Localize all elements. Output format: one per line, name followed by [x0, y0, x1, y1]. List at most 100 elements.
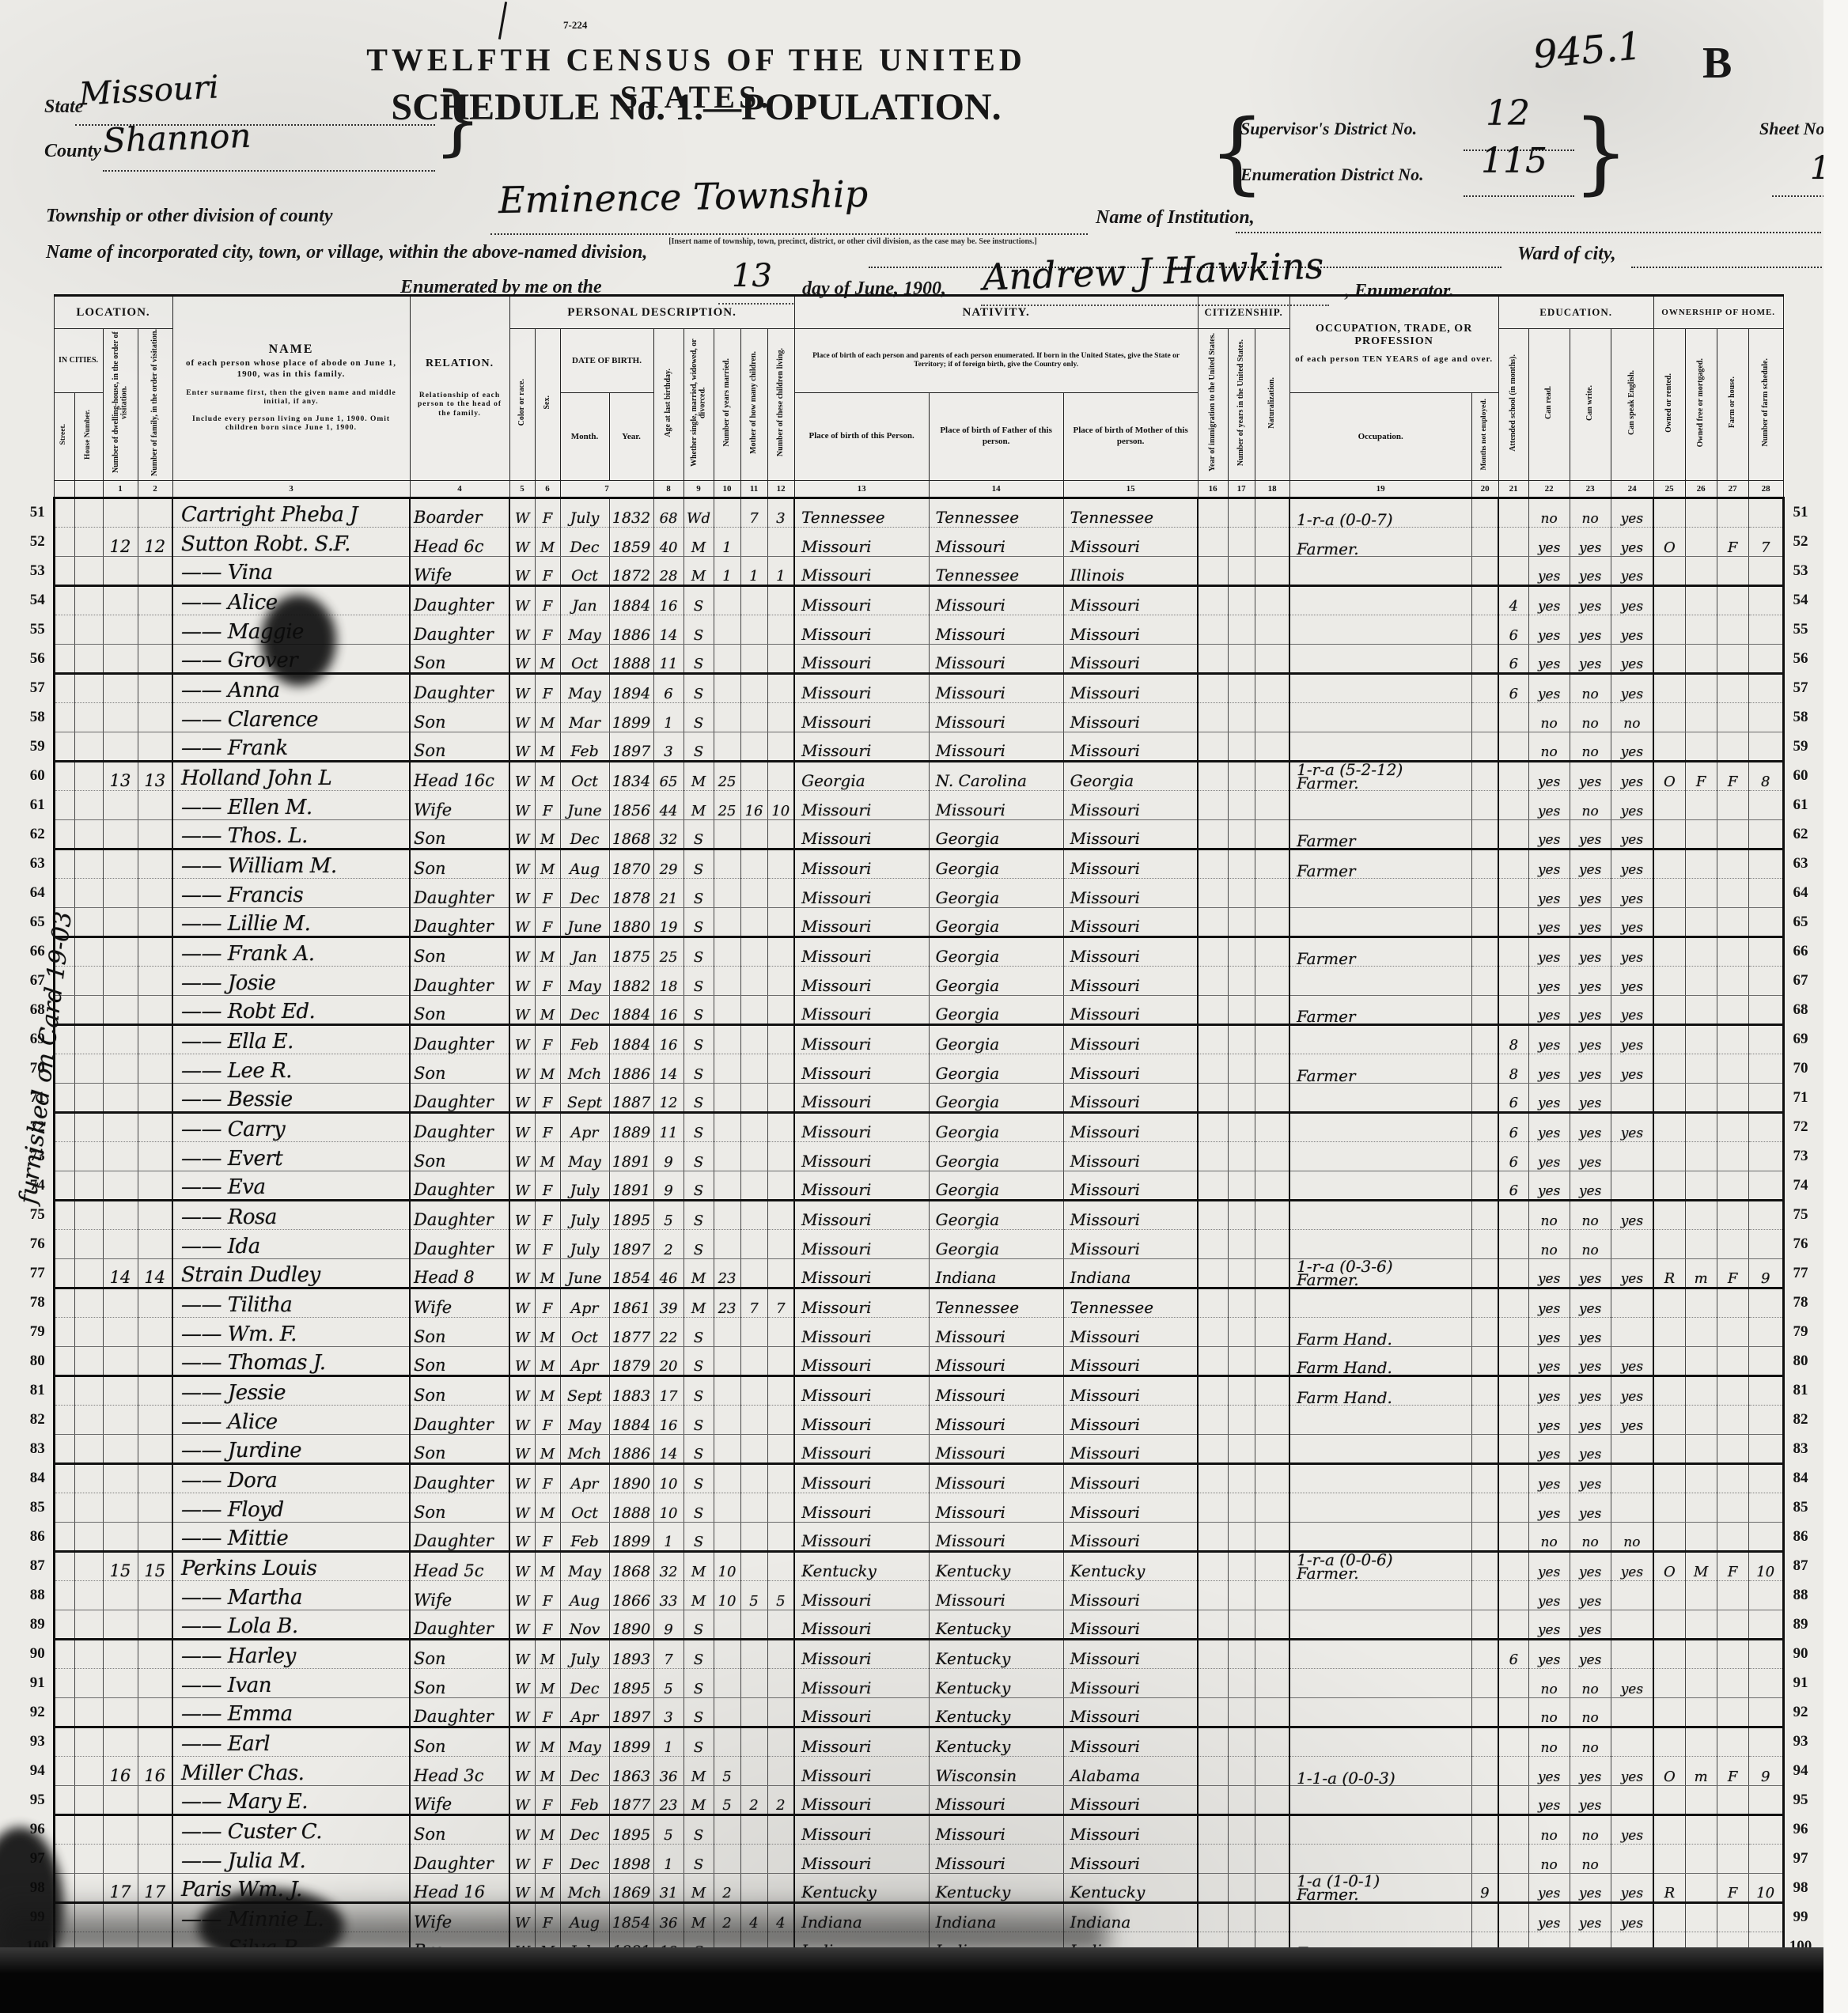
- cell-marital-status: M: [683, 1580, 714, 1610]
- cell-can-read: yes: [1528, 1258, 1570, 1289]
- cell-father-birthplace: Missouri: [928, 673, 1064, 703]
- cell-farm-or-house: F: [1716, 1258, 1749, 1289]
- cell-can-read: yes: [1528, 1083, 1570, 1114]
- cell-can-read: yes: [1528, 819, 1570, 850]
- cell-family-number: 15: [137, 1551, 173, 1581]
- line-number: 99: [1793, 1909, 1808, 1925]
- can-speak-english-header: Can speak English.: [1610, 328, 1654, 481]
- cell-sex: F: [534, 1024, 561, 1054]
- cell-owned-free-mortgaged: [1684, 790, 1717, 820]
- cell-naturalization: [1254, 1493, 1290, 1523]
- cell-occupation: [1289, 1141, 1472, 1171]
- cell-attended-school: [1498, 1551, 1529, 1581]
- cell-owned-free-mortgaged: [1684, 1668, 1717, 1698]
- cell-marital-status: S: [683, 1668, 714, 1698]
- col-no: 21: [1498, 480, 1529, 499]
- cell-father-birthplace: Missouri: [928, 790, 1064, 820]
- cell-can-speak-english: yes: [1610, 1405, 1654, 1435]
- cell-street: [52, 585, 74, 615]
- cell-color-race: W: [509, 1580, 536, 1610]
- cell-street: [52, 556, 74, 587]
- cell-color-race: W: [509, 1551, 536, 1581]
- line-number: 51: [1793, 504, 1808, 520]
- street-header: Street.: [53, 392, 75, 482]
- years-married-header: Number of years married.: [713, 328, 741, 481]
- cell-relation: Daughter: [409, 673, 510, 703]
- cell-owned-free-mortgaged: [1684, 732, 1717, 762]
- cell-sex: F: [534, 556, 561, 587]
- cell-children-living: [767, 936, 795, 967]
- cell-mother-birthplace: Kentucky: [1062, 1551, 1199, 1581]
- cell-age: 17: [653, 1375, 684, 1406]
- cell-immigration-year: [1197, 1551, 1229, 1581]
- cell-attended-school: [1498, 1814, 1529, 1845]
- cell-relation: Head 3c: [409, 1756, 510, 1786]
- cell-age: 32: [653, 1551, 684, 1581]
- cell-mother-of-children: [740, 1054, 768, 1084]
- cell-immigration-year: [1197, 1522, 1229, 1553]
- cell-color-race: W: [509, 1171, 536, 1201]
- color-race-header: Color or race.: [509, 328, 536, 481]
- cell-naturalization: [1254, 1756, 1290, 1786]
- table-row: 71 —— Bessie Daughter W F Sept 1887 12 S Missouri…: [22, 1083, 1816, 1114]
- cell-years-married: [713, 1463, 741, 1493]
- cell-years-in-us: [1227, 1610, 1255, 1640]
- cell-naturalization: [1254, 702, 1290, 732]
- cell-owned-rented: O: [1653, 1756, 1686, 1786]
- cell-mother-birthplace: Missouri: [1062, 732, 1199, 762]
- cell-months-not-employed: [1471, 673, 1499, 703]
- line-number: 76: [29, 1235, 45, 1252]
- cell-color-race: W: [509, 1141, 536, 1171]
- line-number: 95: [29, 1792, 45, 1808]
- name-title: NAME: [268, 342, 314, 357]
- cell-farm-or-house: [1716, 1580, 1749, 1610]
- cell-years-married: [713, 995, 741, 1026]
- cell-mother-birthplace: Missouri: [1062, 1112, 1199, 1142]
- cell-farm-schedule-number: [1748, 1668, 1785, 1698]
- cell-months-not-employed: [1471, 936, 1499, 967]
- cell-naturalization: [1254, 1814, 1290, 1845]
- cell-children-living: [767, 1697, 795, 1728]
- cell-years-in-us: [1227, 1229, 1255, 1259]
- col-no: 24: [1610, 480, 1654, 499]
- cell-naturalization: [1254, 673, 1290, 703]
- cell-father-birthplace: Wisconsin: [928, 1756, 1064, 1786]
- cell-attended-school: [1498, 1785, 1529, 1816]
- cell-birthplace: Missouri: [793, 1727, 930, 1757]
- cell-owned-free-mortgaged: [1684, 1873, 1717, 1904]
- cell-birth-month: Oct: [559, 1493, 610, 1523]
- cell-dwelling-number: [102, 1844, 138, 1874]
- cell-birthplace: Missouri: [793, 1522, 930, 1553]
- cell-marital-status: S: [683, 995, 714, 1026]
- cell-dwelling-number: [102, 1317, 138, 1347]
- cell-immigration-year: [1197, 995, 1229, 1026]
- cell-house-number: [74, 644, 103, 675]
- cell-birth-month: Aug: [559, 849, 610, 879]
- cell-naturalization: [1254, 1668, 1290, 1698]
- cell-years-in-us: [1227, 819, 1255, 850]
- cell-years-in-us: [1227, 1493, 1255, 1523]
- cell-mother-birthplace: Missouri: [1062, 966, 1199, 996]
- cell-can-speak-english: yes: [1610, 936, 1654, 967]
- cell-owned-rented: [1653, 1814, 1686, 1845]
- cell-farm-or-house: [1716, 995, 1749, 1026]
- cell-house-number: [74, 1317, 103, 1347]
- cell-house-number: [74, 1083, 103, 1114]
- cell-relation: Daughter: [409, 585, 510, 615]
- cell-mother-of-children: [740, 702, 768, 732]
- cell-mother-birthplace: Missouri: [1062, 1610, 1199, 1640]
- cell-can-write: no: [1569, 673, 1611, 703]
- cell-mother-birthplace: Missouri: [1062, 1668, 1199, 1698]
- cell-person-name: Sutton Robt. S.F.: [172, 527, 411, 557]
- farm-house-header: Farm or house.: [1716, 328, 1749, 481]
- cell-street: [52, 878, 74, 908]
- cell-marital-status: S: [683, 849, 714, 879]
- cell-dwelling-number: [102, 673, 138, 703]
- cell-naturalization: [1254, 1024, 1290, 1054]
- census-title: TWELFTH CENSUS OF THE UNITED STATES.: [366, 42, 1026, 115]
- cell-farm-or-house: [1716, 1171, 1749, 1201]
- cell-sex: M: [534, 819, 561, 850]
- cell-mother-of-children: [740, 1258, 768, 1289]
- line-number: 85: [29, 1499, 45, 1515]
- cell-years-married: [713, 498, 741, 528]
